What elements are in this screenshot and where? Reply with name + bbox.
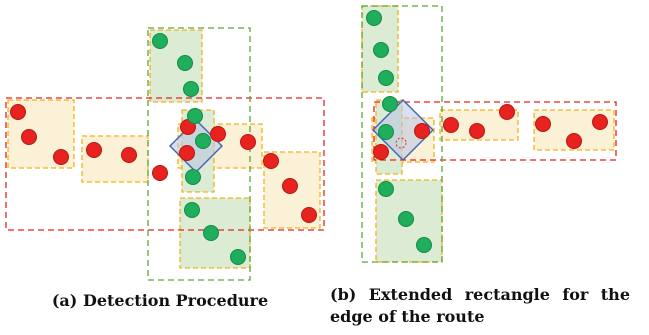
hidden-red-point [395,137,407,149]
green-point [416,237,432,253]
green-point [378,124,394,140]
green-point [185,169,201,185]
red-point [210,126,226,142]
extended-rectangle-red [5,97,325,231]
green-point [378,70,394,86]
green-point [187,108,203,124]
green-point [183,81,199,97]
caption-extended-rectangle: (b) Extended rectangle for the edge of t… [330,285,630,326]
red-point [373,144,389,160]
red-point [535,116,551,132]
green-point [382,96,398,112]
red-point [10,104,26,120]
red-point [469,123,485,139]
green-point [366,10,382,26]
green-point [195,133,211,149]
red-point [592,114,608,130]
red-point [301,207,317,223]
green-point [373,42,389,58]
red-point [152,165,168,181]
red-point [240,134,256,150]
green-point [230,249,246,265]
red-point [414,123,430,139]
red-point [263,153,279,169]
red-point [282,178,298,194]
red-point [566,133,582,149]
red-point [121,147,137,163]
red-point [86,142,102,158]
red-point [443,117,459,133]
green-point [203,225,219,241]
red-point [499,104,515,120]
query-diamond [372,99,434,161]
extended-rectangle-green [361,5,443,263]
caption-detection-procedure: (a) Detection Procedure [51,291,269,310]
green-point [184,202,200,218]
green-point [177,55,193,71]
red-point [53,149,69,165]
green-point [378,181,394,197]
red-point [179,145,195,161]
red-point [21,129,37,145]
green-point [152,33,168,49]
extended-rectangle-green [147,27,251,281]
green-point [398,211,414,227]
